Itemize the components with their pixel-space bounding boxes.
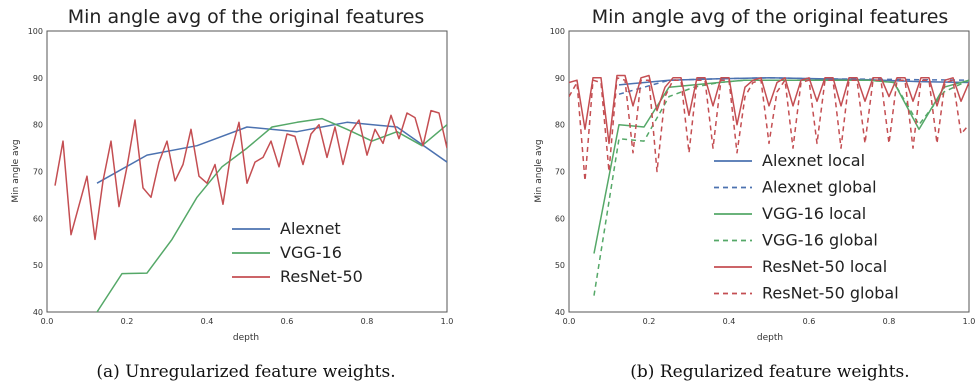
y-axis-label: Min angle avg — [534, 139, 544, 202]
plot-frame — [46, 30, 448, 313]
chart-title: Min angle avg of the original features — [68, 6, 425, 28]
y-tick-label: 90 — [555, 74, 565, 83]
legend-entry: Alexnet — [280, 219, 341, 238]
y-tick-label: 40 — [33, 308, 43, 317]
chart-panel-b: Min angle avg of the original features d… — [534, 6, 975, 382]
x-tick-label: 0.6 — [803, 317, 816, 326]
series-line-resnet-50-local — [569, 74, 969, 145]
x-tick-label: 1.0 — [963, 317, 975, 326]
y-tick-label: 100 — [28, 27, 43, 36]
series-line-resnet-50 — [54, 109, 447, 241]
legend-entry: Alexnet local — [762, 151, 865, 170]
x-tick-label: 0.8 — [361, 317, 374, 326]
y-tick-label: 40 — [555, 308, 565, 317]
y-tick-label: 50 — [33, 261, 43, 270]
chart-panel-a: Min angle avg of the original features d… — [11, 6, 453, 382]
x-tick-label: 0.4 — [201, 317, 214, 326]
y-tick-label: 80 — [33, 121, 43, 130]
legend-entry: VGG-16 local — [762, 204, 866, 223]
x-tick-label: 0.4 — [723, 317, 736, 326]
legend-entry: VGG-16 global — [762, 231, 878, 250]
y-tick-label: 60 — [555, 214, 565, 223]
chart-title: Min angle avg of the original features — [592, 6, 949, 28]
x-tick-label: 0.6 — [281, 317, 294, 326]
y-tick-label: 90 — [33, 74, 43, 83]
x-axis-label: depth — [233, 333, 259, 343]
y-tick-label: 70 — [33, 168, 43, 177]
legend-entry: ResNet-50 local — [762, 257, 887, 276]
x-tick-label: 1.0 — [441, 317, 454, 326]
series-line-alexnet — [96, 121, 447, 184]
caption: (b) Regularized feature weights. — [630, 362, 909, 382]
series-line-vgg-16-global — [593, 79, 969, 296]
legend-entry: VGG-16 — [280, 243, 342, 262]
plot-frame — [568, 30, 970, 313]
x-tick-label: 0.2 — [121, 317, 134, 326]
x-tick-label: 0.0 — [41, 317, 54, 326]
legend-entry: Alexnet global — [762, 178, 877, 197]
series-line-resnet-50-global — [569, 77, 969, 182]
caption: (a) Unregularized feature weights. — [96, 362, 395, 382]
y-tick-label: 50 — [555, 261, 565, 270]
y-tick-label: 60 — [33, 214, 43, 223]
y-tick-label: 80 — [555, 121, 565, 130]
y-tick-label: 100 — [550, 27, 565, 36]
y-axis-label: Min angle avg — [11, 139, 21, 202]
y-tick-label: 70 — [555, 168, 565, 177]
x-axis-label: depth — [757, 333, 783, 343]
x-tick-label: 0.8 — [883, 317, 896, 326]
x-tick-label: 0.0 — [563, 317, 576, 326]
x-tick-label: 0.2 — [643, 317, 656, 326]
legend-entry: ResNet-50 global — [762, 284, 899, 303]
legend-entry: ResNet-50 — [280, 267, 363, 286]
